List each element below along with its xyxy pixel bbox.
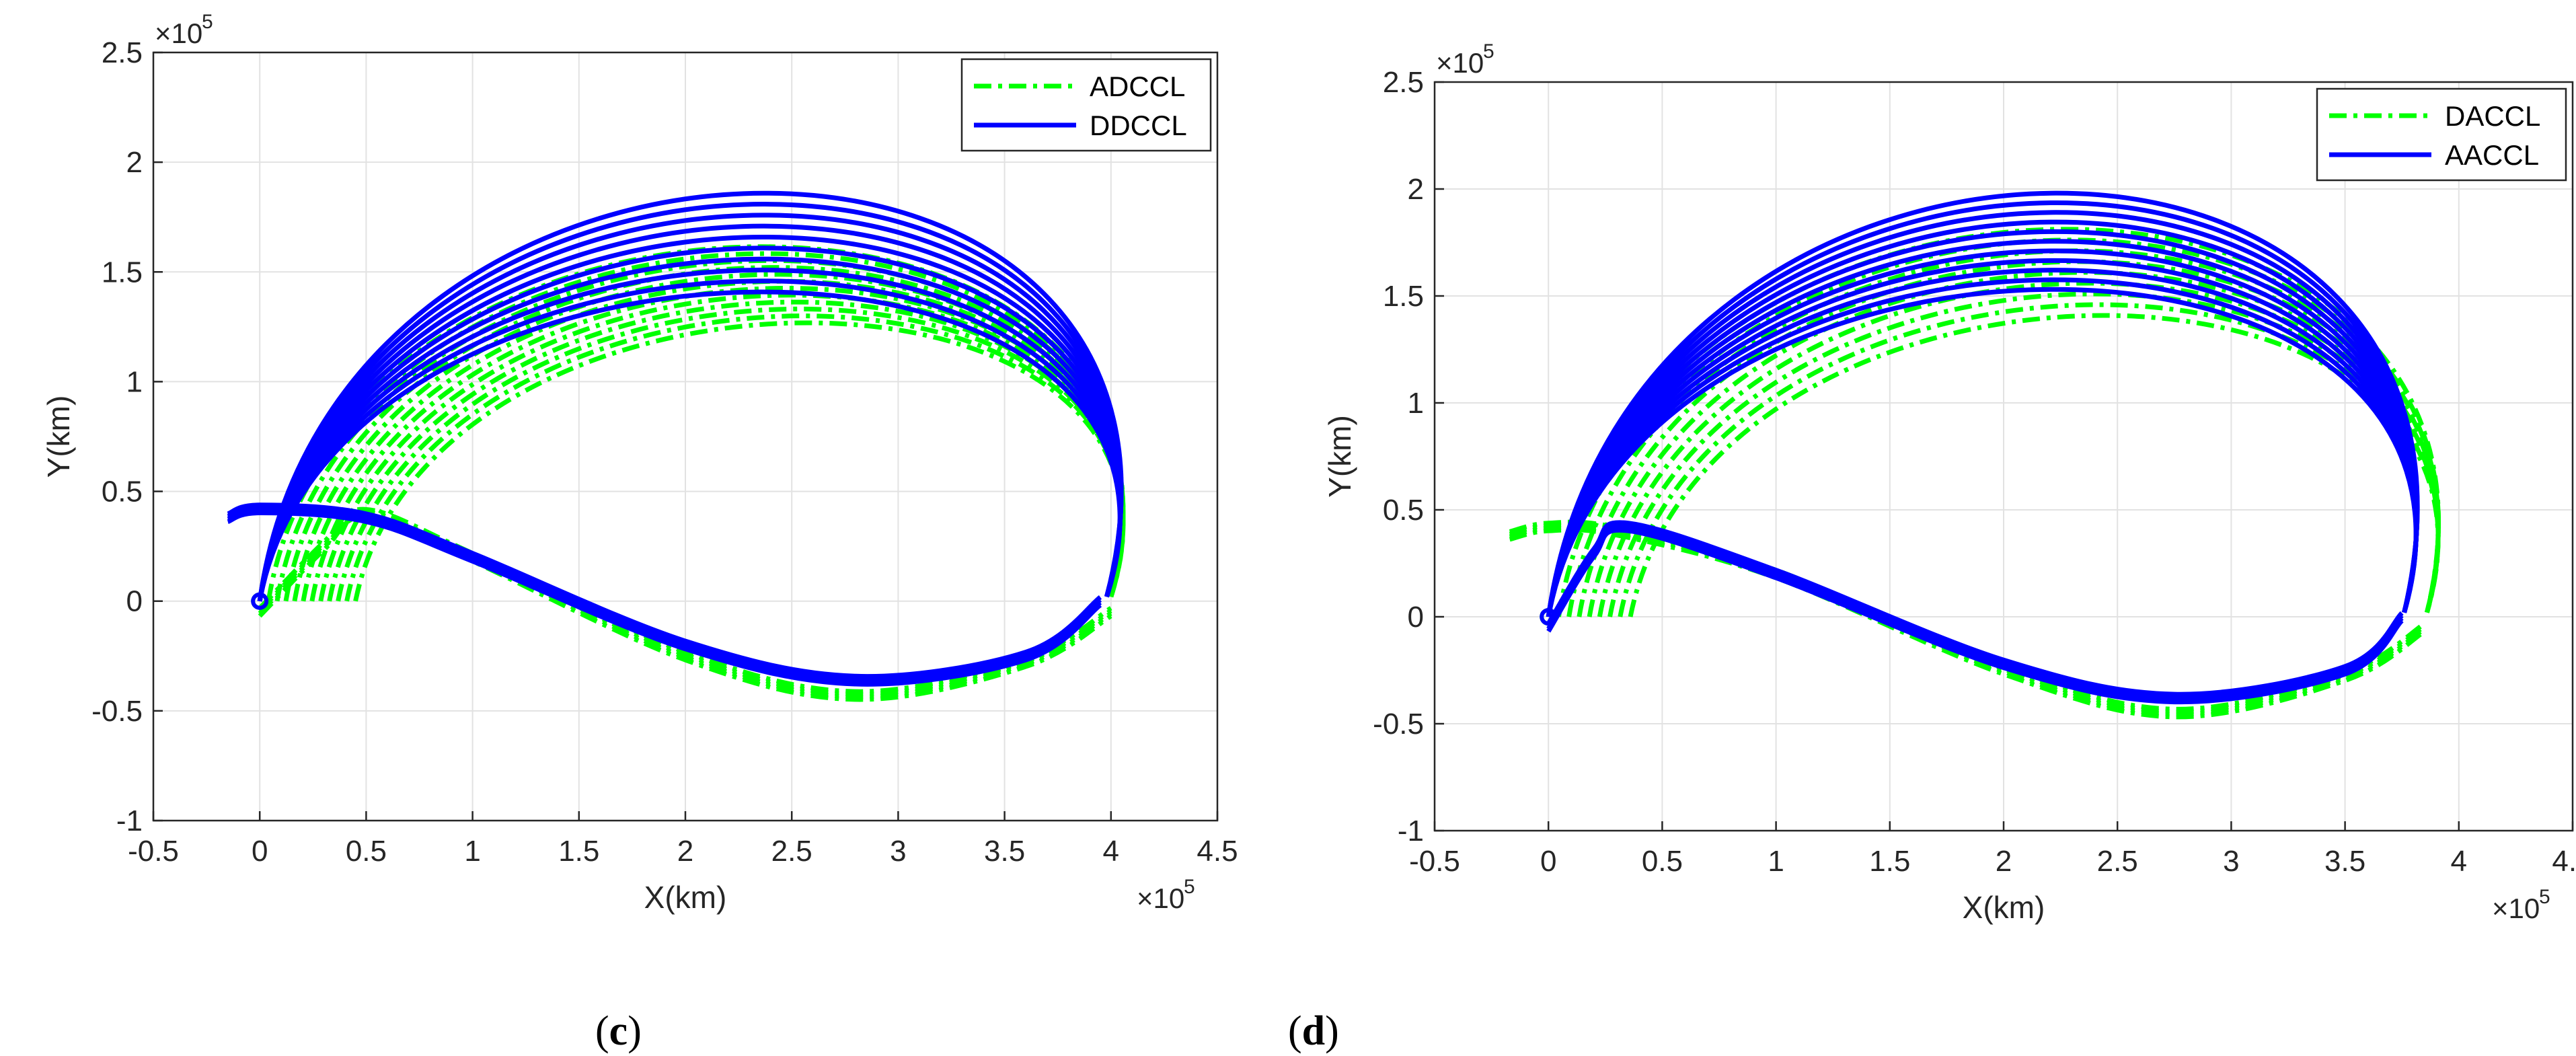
y-tick-label-c-7: 2.5	[102, 36, 143, 69]
x-tick-label-c-8: 3.5	[984, 835, 1025, 868]
x-tick-label-d-1: 0	[1540, 845, 1556, 878]
series-c-DDCCL-return-arc-8	[257, 202, 1124, 602]
x-tick-label-c-4: 1.5	[558, 835, 599, 868]
y-exponent-label-c: ×10	[155, 17, 202, 49]
x-exponent-label-c: ×10	[1137, 882, 1184, 914]
y-exponent-power-d: 5	[1483, 40, 1494, 63]
x-axis-label-d: X(km)	[1963, 890, 2045, 925]
series-d-DACCL-outbound-0	[1509, 527, 2426, 720]
series-d-AACCL-return-arc-4	[1546, 248, 2419, 617]
series-d-AACCL-return-arc-0	[1546, 287, 2419, 617]
x-tick-label-c-10: 4.5	[1197, 835, 1238, 868]
x-axis-label-c: X(km)	[644, 880, 727, 915]
x-tick-label-c-6: 2.5	[771, 835, 812, 868]
y-tick-label-c-4: 1	[126, 365, 143, 398]
x-tick-label-d-7: 3	[2223, 845, 2239, 878]
x-tick-label-d-0: -0.5	[1409, 845, 1460, 878]
y-tick-label-c-0: -1	[116, 804, 143, 837]
series-d-AACCL-return-arc-3	[1546, 258, 2419, 617]
chart-panel-d: -0.500.511.522.533.544.5-1-0.500.511.522…	[1288, 0, 2576, 1056]
y-tick-label-d-2: 0	[1408, 601, 1424, 634]
series-c-DDCCL-outbound-0	[227, 511, 1102, 687]
x-tick-label-c-1: 0	[252, 835, 268, 868]
y-axis-label-d: Y(km)	[1322, 415, 1357, 498]
x-tick-label-d-8: 3.5	[2324, 845, 2365, 878]
legend-label-d-0: DACCL	[2445, 100, 2540, 132]
trajectories-c	[227, 190, 1126, 702]
series-d-DACCL-return-arc-2	[1607, 291, 2441, 617]
x-tick-label-d-10: 4.5	[2552, 845, 2576, 878]
chart-d: -0.500.511.522.533.544.5-1-0.500.511.522…	[1322, 40, 2576, 925]
x-tick-label-d-4: 1.5	[1869, 845, 1910, 878]
x-tick-label-c-3: 1	[464, 835, 480, 868]
y-tick-label-c-6: 2	[126, 146, 143, 179]
y-tick-label-c-1: -0.5	[91, 695, 143, 728]
series-c-DDCCL-outbound-3	[227, 502, 1102, 679]
y-tick-label-d-6: 2	[1408, 173, 1424, 206]
y-exponent-power-c: 5	[202, 11, 213, 33]
y-tick-label-d-4: 1	[1408, 387, 1424, 420]
series-d-DACCL-return-arc-1	[1618, 302, 2441, 617]
y-tick-label-d-1: -0.5	[1373, 708, 1424, 741]
chart-panel-c: -0.5 0 0.5 1 1.5 2 2.5 3 3.5 4 4.5 -1 -0.5 0 0.5 1 1.5 2 2…	[41, 11, 1238, 915]
x-exponent-power-d: 5	[2539, 886, 2550, 908]
y-tick-label-c-5: 1.5	[102, 256, 143, 289]
series-d-AACCL-origin-loop	[1540, 608, 1558, 626]
legend-box-d	[2316, 87, 2567, 182]
series-c-DDCCL-origin-loop	[251, 592, 269, 610]
x-tick-label-d-9: 4	[2451, 845, 2467, 878]
x-tick-label-c-2: 0.5	[346, 835, 387, 868]
caption-c-letter: c	[609, 1008, 628, 1054]
x-tick-label-d-5: 2	[1996, 845, 2012, 878]
legend-label-c-0: ADCCL	[1090, 71, 1185, 102]
y-tick-label-d-5: 1.5	[1383, 280, 1424, 313]
x-tick-label-c-7: 3	[890, 835, 906, 868]
x-tick-label-c-9: 4	[1103, 835, 1119, 868]
series-c-DDCCL-return-arc-7	[257, 213, 1124, 602]
series-c-DDCCL-return-arc-0	[257, 289, 1123, 602]
legend-box-c	[960, 58, 1212, 152]
series-c-DDCCL-outbound-2	[227, 505, 1102, 681]
x-exponent-label-d: ×10	[2492, 893, 2540, 924]
series-c-DDCCL-return-arc-3	[257, 256, 1123, 602]
series-c-ADCCL-return-arc-7	[292, 272, 1126, 602]
x-tick-label-c-0: -0.5	[128, 835, 179, 868]
x-tick-label-d-2: 0.5	[1642, 845, 1683, 878]
series-c-DDCCL-return-arc-5	[257, 234, 1123, 602]
y-tick-label-c-3: 0.5	[102, 476, 143, 508]
caption-d: (d)	[1288, 1008, 1339, 1054]
series-d-AACCL-return-arc-2	[1546, 268, 2419, 617]
caption-d-letter: d	[1301, 1008, 1326, 1054]
y-axis-label-c: Y(km)	[41, 395, 76, 478]
legend-label-c-1: DDCCL	[1090, 110, 1187, 141]
series-c-DDCCL-return-arc-1	[257, 278, 1123, 602]
chart-c: -0.5 0 0.5 1 1.5 2 2.5 3 3.5 4 4.5-1-0.500.511.522…	[41, 11, 1238, 915]
x-tick-label-c-5: 2	[677, 835, 693, 868]
series-c-DDCCL-return-arc-9	[257, 190, 1124, 602]
x-exponent-power-c: 5	[1184, 876, 1195, 898]
series-c-DDCCL-return-arc-4	[257, 246, 1123, 602]
y-tick-label-d-3: 0.5	[1383, 494, 1424, 527]
y-tick-label-c-2: 0	[126, 585, 143, 618]
series-d-AACCL-outbound-3	[1546, 520, 2404, 697]
y-tick-label-d-7: 2.5	[1383, 66, 1424, 99]
series-c-DDCCL-return-arc-2	[257, 267, 1123, 602]
x-tick-label-d-3: 1	[1768, 845, 1784, 878]
y-exponent-label-d: ×10	[1436, 47, 1484, 79]
legend-label-d-1: AACCL	[2445, 139, 2539, 171]
series-c-DDCCL-return-arc-6	[257, 223, 1123, 602]
series-c-DDCCL-outbound-1	[227, 508, 1102, 684]
series-c-ADCCL-return-arc-6	[301, 278, 1126, 602]
y-tick-label-d-0: -1	[1398, 815, 1424, 847]
x-tick-label-d-6: 2.5	[2097, 845, 2138, 878]
series-d-DACCL-return-arc-4	[1587, 270, 2441, 617]
series-d-AACCL-return-arc-10	[1546, 190, 2420, 617]
caption-c: (c)	[595, 1008, 642, 1054]
trajectories-d	[1509, 190, 2441, 720]
